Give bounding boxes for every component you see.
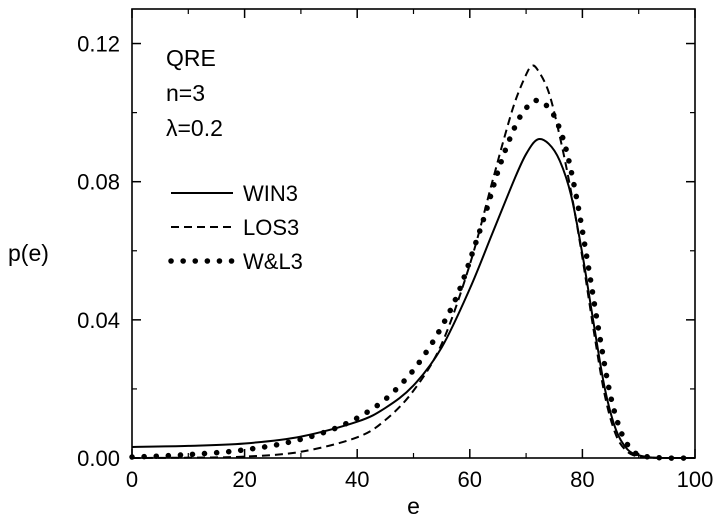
x-tick-label: 0 [126, 467, 138, 492]
legend-label: WIN3 [243, 181, 298, 206]
series-layer [129, 64, 698, 461]
ticks-layer [131, 9, 696, 459]
annotation-text: λ=0.2 [166, 115, 223, 141]
x-tick-label: 80 [570, 467, 594, 492]
annotation-text: QRE [166, 45, 216, 71]
y-tick-label: 0.12 [77, 32, 120, 57]
y-axis-label: p(e) [8, 240, 49, 266]
x-axis-label: e [407, 493, 420, 518]
x-tick-label: 40 [345, 467, 369, 492]
legend-label: LOS3 [243, 215, 299, 240]
x-tick-label: 100 [677, 467, 714, 492]
y-tick-label: 0.04 [77, 308, 120, 333]
series-line-los3 [131, 64, 696, 460]
legend: WIN3 LOS3 W&L3 [168, 181, 303, 274]
legend-label: W&L3 [243, 249, 303, 274]
labels-layer: 0 20 40 60 80 100 0.00 0.04 0.08 0.12 e p(e) QRE n=3 λ… [8, 32, 713, 518]
y-tick-label: 0.08 [77, 170, 120, 195]
annotation-text: n=3 [166, 80, 205, 106]
y-tick-label: 0.00 [77, 446, 120, 471]
series-line-win3 [131, 137, 696, 460]
x-tick-label: 20 [232, 467, 256, 492]
series-line-w-l3 [129, 97, 698, 461]
x-tick-label: 60 [458, 467, 482, 492]
